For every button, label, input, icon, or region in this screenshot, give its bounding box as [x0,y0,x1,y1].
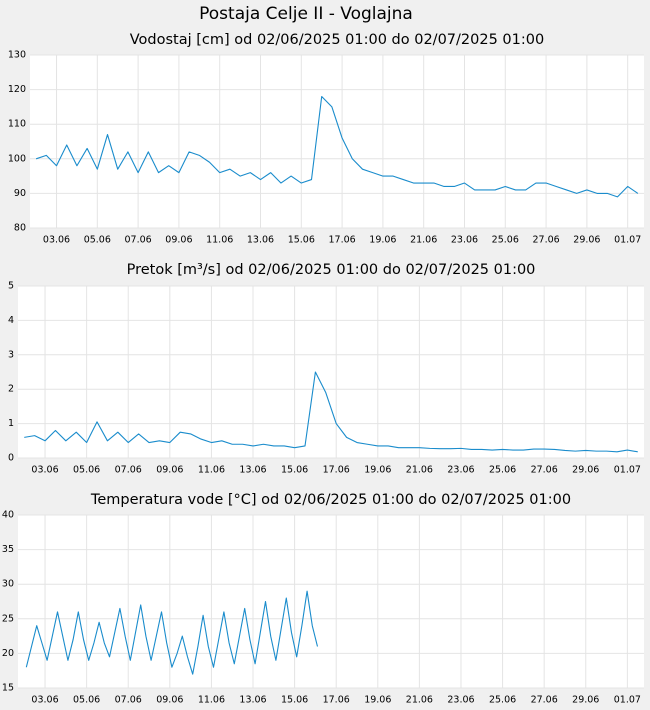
data-line [24,371,638,453]
y-tick-label: 100 [8,153,26,164]
x-tick-label: 15.06 [281,465,308,476]
x-tick-label: 15.06 [288,235,315,246]
x-tick-label: 03.06 [31,465,58,476]
x-tick-label: 19.06 [364,465,391,476]
x-tick-label: 07.06 [115,695,142,706]
y-tick-label: 1 [8,418,14,429]
x-tick-label: 23.06 [447,465,474,476]
y-tick-label: 5 [8,281,14,292]
x-tick-label: 23.06 [451,235,478,246]
x-tick-label: 21.06 [410,235,437,246]
y-tick-label: 90 [14,188,26,199]
x-tick-label: 05.06 [73,465,100,476]
x-tick-label: 27.06 [532,235,559,246]
chart-title: Vodostaj [cm] od 02/06/2025 01:00 do 02/… [130,32,544,48]
y-tick-label: 3 [8,349,14,360]
x-tick-label: 15.06 [281,695,308,706]
x-tick-label: 01.07 [614,465,641,476]
x-tick-label: 25.06 [489,695,516,706]
y-tick-label: 4 [8,315,14,326]
x-tick-label: 23.06 [447,695,474,706]
x-tick-label: 25.06 [492,235,519,246]
y-tick-label: 35 [2,544,14,555]
y-tick-label: 80 [14,223,26,234]
y-tick-label: 110 [8,119,26,130]
x-tick-label: 11.06 [206,235,233,246]
x-tick-label: 17.06 [328,235,355,246]
plot-area [18,515,644,688]
plot-area [30,55,644,228]
x-tick-label: 13.06 [239,695,266,706]
x-tick-label: 19.06 [369,235,396,246]
y-tick-label: 15 [2,683,14,694]
x-tick-label: 01.07 [614,695,641,706]
data-line [25,590,319,675]
y-tick-label: 2 [8,384,14,395]
y-tick-label: 0 [8,453,14,464]
plot-area [18,286,644,458]
x-tick-label: 05.06 [84,235,111,246]
page-title: Postaja Celje II - Voglajna [199,4,413,24]
y-tick-label: 130 [8,50,26,61]
x-tick-label: 17.06 [323,465,350,476]
x-tick-label: 09.06 [156,695,183,706]
x-tick-label: 03.06 [43,235,70,246]
y-tick-label: 120 [8,84,26,95]
x-tick-label: 11.06 [198,695,225,706]
chart-title: Temperatura vode [°C] od 02/06/2025 01:0… [90,492,571,508]
x-tick-label: 07.06 [125,235,152,246]
x-tick-label: 11.06 [198,465,225,476]
chart-title: Pretok [m³/s] od 02/06/2025 01:00 do 02/… [127,262,536,278]
y-tick-label: 20 [2,648,14,659]
x-tick-label: 07.06 [115,465,142,476]
y-tick-label: 30 [2,579,14,590]
x-tick-label: 13.06 [239,465,266,476]
x-tick-label: 01.07 [614,235,641,246]
x-tick-label: 21.06 [406,695,433,706]
x-tick-label: 27.06 [531,695,558,706]
x-tick-label: 03.06 [31,695,58,706]
x-tick-label: 29.06 [572,695,599,706]
x-tick-label: 29.06 [573,235,600,246]
data-line [35,95,639,198]
x-tick-label: 05.06 [73,695,100,706]
x-tick-label: 21.06 [406,465,433,476]
x-tick-label: 17.06 [323,695,350,706]
y-tick-label: 40 [2,510,14,521]
x-tick-label: 25.06 [489,465,516,476]
y-tick-label: 25 [2,613,14,624]
x-tick-label: 09.06 [156,465,183,476]
x-tick-label: 27.06 [531,465,558,476]
x-tick-label: 09.06 [165,235,192,246]
x-tick-label: 19.06 [364,695,391,706]
x-tick-label: 13.06 [247,235,274,246]
x-tick-label: 29.06 [572,465,599,476]
